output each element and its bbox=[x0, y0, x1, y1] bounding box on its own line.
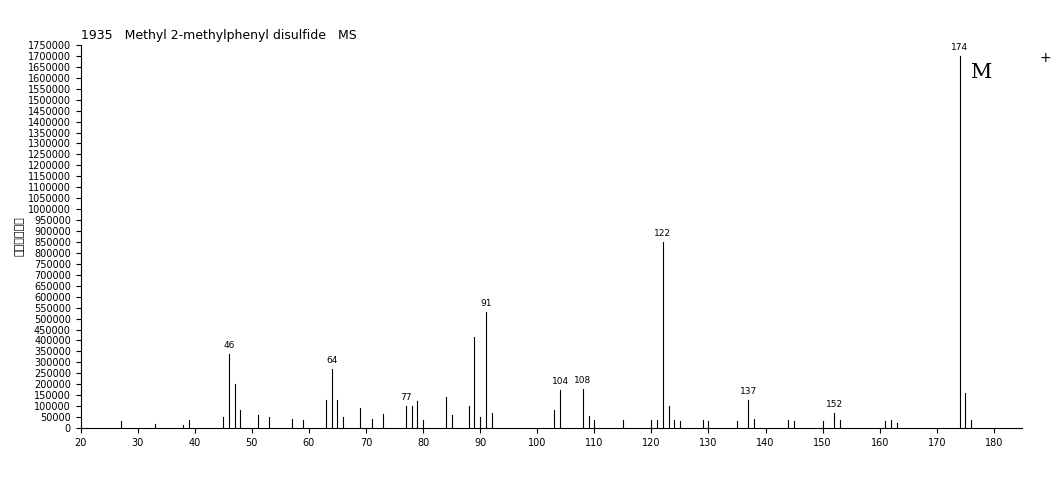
Text: M: M bbox=[971, 63, 993, 82]
Text: 64: 64 bbox=[326, 356, 337, 365]
Text: 152: 152 bbox=[826, 400, 843, 409]
Text: 91: 91 bbox=[480, 299, 492, 308]
Text: 174: 174 bbox=[951, 43, 968, 52]
Text: 104: 104 bbox=[551, 377, 568, 386]
Text: 77: 77 bbox=[400, 393, 412, 402]
Text: 1935   Methyl 2-methylphenyl disulfide   MS: 1935 Methyl 2-methylphenyl disulfide MS bbox=[81, 29, 356, 42]
Y-axis label: アバンダンス: アバンダンス bbox=[15, 216, 24, 256]
Text: +: + bbox=[1040, 51, 1051, 65]
Text: 108: 108 bbox=[575, 375, 592, 385]
Text: 46: 46 bbox=[223, 341, 235, 349]
Text: 137: 137 bbox=[739, 387, 758, 396]
Text: 122: 122 bbox=[654, 229, 671, 238]
